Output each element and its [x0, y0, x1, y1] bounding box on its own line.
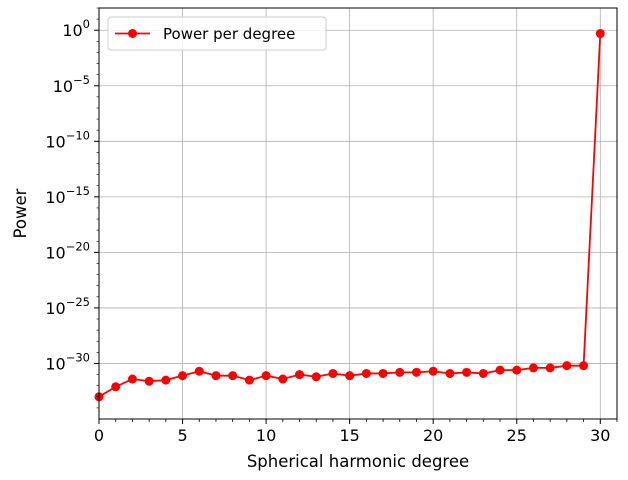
- data-point: [411, 367, 421, 377]
- data-point: [445, 368, 455, 378]
- y-tick-label: 10−10: [45, 128, 90, 151]
- legend: Power per degree: [107, 16, 327, 51]
- ticks: [94, 7, 618, 424]
- data-point: [528, 363, 538, 373]
- data-point: [495, 365, 505, 375]
- y-tick-label: 10−15: [45, 184, 90, 207]
- x-tick-label: 30: [590, 426, 610, 445]
- data-point: [178, 371, 188, 381]
- data-point: [211, 371, 221, 381]
- data-point: [361, 368, 371, 378]
- data-point: [395, 367, 405, 377]
- y-tick-label: 10−5: [53, 73, 90, 96]
- data-point: [579, 361, 589, 371]
- data-point: [378, 368, 388, 378]
- series-group: [94, 29, 605, 402]
- x-tick-label: 25: [507, 426, 527, 445]
- data-point: [428, 366, 438, 376]
- data-point: [244, 375, 254, 385]
- data-point: [595, 29, 605, 39]
- y-tick-label: 10−25: [45, 295, 90, 318]
- data-point: [111, 382, 121, 392]
- data-point: [194, 366, 204, 376]
- data-point: [311, 372, 321, 382]
- grid: [98, 8, 617, 419]
- data-point: [127, 374, 137, 384]
- legend-marker: [128, 29, 137, 38]
- x-tick-label: 5: [177, 426, 187, 445]
- data-point: [512, 365, 522, 375]
- data-point: [478, 368, 488, 378]
- data-point: [545, 363, 555, 373]
- data-point: [228, 371, 238, 381]
- data-point: [161, 375, 171, 385]
- data-point: [144, 376, 154, 386]
- tick-labels: 0 5 10 15 20 25 30 100 10−5 10−10 10−15 10−20 10−25 1…: [45, 17, 610, 445]
- x-tick-label: 15: [339, 426, 359, 445]
- legend-box: [107, 16, 327, 51]
- plot-frame: [98, 7, 618, 420]
- y-axis-label: Power: [11, 188, 30, 238]
- data-point: [261, 371, 271, 381]
- x-tick-label: 10: [256, 426, 276, 445]
- x-tick-label: 20: [423, 426, 443, 445]
- y-tick-label: 100: [62, 17, 90, 40]
- x-tick-label: 0: [94, 426, 104, 445]
- y-tick-label: 10−20: [45, 239, 90, 262]
- data-point: [295, 370, 305, 380]
- legend-entry-label: Power per degree: [163, 25, 295, 43]
- data-point: [562, 361, 572, 371]
- y-tick-label: 10−30: [45, 350, 90, 373]
- data-point: [462, 367, 472, 377]
- data-point: [328, 368, 338, 378]
- data-point: [345, 371, 355, 381]
- data-point: [278, 374, 288, 384]
- x-axis-label: Spherical harmonic degree: [247, 452, 469, 471]
